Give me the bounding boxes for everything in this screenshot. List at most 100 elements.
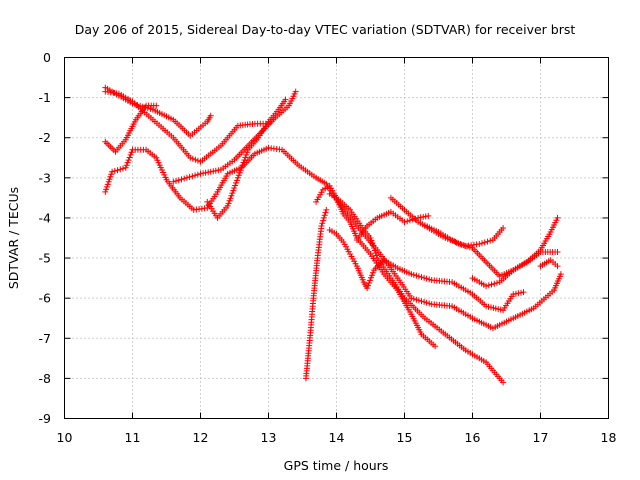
data-point bbox=[401, 219, 408, 225]
x-tick-labels: 10 11 12 13 14 15 16 17 18 bbox=[57, 430, 617, 445]
data-point bbox=[479, 240, 485, 247]
x-tick-label: 17 bbox=[533, 430, 549, 445]
data-point bbox=[318, 223, 325, 229]
data-point bbox=[406, 217, 413, 224]
y-tick-label: -2 bbox=[39, 130, 51, 145]
data-point bbox=[494, 279, 500, 286]
data-point bbox=[175, 177, 182, 184]
x-axis-label: GPS time / hours bbox=[284, 458, 389, 473]
data-point bbox=[125, 157, 132, 164]
data-point bbox=[282, 96, 289, 103]
data-point bbox=[485, 282, 492, 289]
data-point bbox=[225, 200, 232, 207]
data-point bbox=[189, 155, 196, 162]
series-track-n bbox=[469, 214, 561, 290]
y-tick-labels: 0 -1 -2 -3 -4 -5 -6 -7 -8 -9 bbox=[39, 50, 52, 426]
data-point bbox=[488, 281, 495, 288]
data-point bbox=[230, 187, 237, 194]
series-track-c bbox=[102, 102, 160, 155]
data-point bbox=[500, 225, 507, 231]
data-point bbox=[228, 192, 235, 199]
data-point bbox=[323, 206, 330, 213]
data-point bbox=[423, 299, 430, 306]
data-point bbox=[476, 241, 483, 247]
data-point bbox=[410, 295, 417, 302]
data-point bbox=[520, 289, 527, 296]
data-point bbox=[181, 175, 188, 182]
data-point bbox=[423, 275, 430, 282]
data-point bbox=[321, 212, 328, 219]
data-point bbox=[109, 168, 116, 175]
data-point bbox=[186, 174, 193, 180]
data-point bbox=[320, 214, 327, 221]
data-point bbox=[444, 236, 451, 242]
data-point bbox=[320, 217, 327, 224]
data-point bbox=[170, 178, 177, 185]
y-tick-label: -3 bbox=[39, 170, 51, 185]
data-point bbox=[452, 239, 459, 245]
data-point bbox=[117, 166, 124, 173]
y-tick-label: -6 bbox=[39, 291, 52, 306]
series-track-f bbox=[204, 96, 289, 221]
y-tick-label: 0 bbox=[43, 50, 51, 65]
data-point bbox=[491, 280, 498, 287]
data-point bbox=[373, 252, 380, 259]
y-tick-label: -4 bbox=[39, 210, 52, 225]
data-point bbox=[500, 379, 507, 386]
data-point bbox=[487, 237, 494, 244]
data-point bbox=[554, 263, 561, 270]
data-point bbox=[418, 298, 425, 305]
x-tick-label: 13 bbox=[261, 430, 277, 445]
data-point bbox=[194, 157, 201, 164]
data-points bbox=[102, 84, 564, 386]
data-point bbox=[369, 269, 376, 276]
x-tick-label: 12 bbox=[193, 430, 209, 445]
x-tick-label: 10 bbox=[57, 430, 73, 445]
data-point bbox=[415, 273, 422, 280]
data-point bbox=[123, 162, 130, 169]
series-track-o bbox=[537, 257, 561, 270]
data-point bbox=[365, 282, 372, 289]
series-track-m bbox=[421, 223, 507, 249]
x-tick-label: 18 bbox=[601, 430, 617, 445]
data-point bbox=[227, 195, 234, 202]
data-point bbox=[557, 271, 564, 278]
x-tick-label: 11 bbox=[125, 430, 141, 445]
data-point bbox=[368, 274, 374, 281]
data-point bbox=[126, 154, 133, 161]
data-point bbox=[234, 177, 240, 184]
axis-ticks bbox=[64, 57, 609, 419]
data-point bbox=[183, 174, 190, 181]
x-tick-label: 16 bbox=[465, 430, 481, 445]
data-point bbox=[415, 297, 422, 304]
data-point bbox=[207, 112, 214, 119]
data-point bbox=[481, 239, 488, 246]
data-point bbox=[173, 178, 179, 184]
data-point bbox=[292, 88, 299, 95]
series-track-j bbox=[326, 227, 527, 314]
data-point bbox=[554, 214, 561, 221]
series-track-b bbox=[102, 88, 272, 165]
x-tick-label: 15 bbox=[397, 430, 413, 445]
data-point bbox=[104, 181, 111, 188]
series-track-l bbox=[387, 194, 561, 280]
data-point bbox=[189, 173, 196, 180]
data-point bbox=[322, 209, 329, 216]
y-tick-label: -1 bbox=[39, 90, 51, 105]
data-point bbox=[484, 238, 491, 245]
data-point bbox=[237, 167, 244, 174]
data-point bbox=[243, 151, 250, 158]
data-point bbox=[319, 220, 326, 227]
data-point bbox=[366, 280, 372, 286]
data-point bbox=[410, 271, 417, 278]
y-tick-label: -8 bbox=[39, 371, 52, 386]
chart-title: Day 206 of 2015, Sidereal Day-to-day VTE… bbox=[75, 22, 576, 37]
data-point bbox=[241, 157, 248, 163]
data-point bbox=[418, 274, 425, 281]
data-point bbox=[457, 241, 464, 247]
y-axis-label: SDTVAR / TECUs bbox=[6, 187, 21, 289]
y-tick-label: -9 bbox=[39, 411, 52, 426]
data-point bbox=[111, 168, 118, 174]
data-point bbox=[192, 172, 199, 179]
